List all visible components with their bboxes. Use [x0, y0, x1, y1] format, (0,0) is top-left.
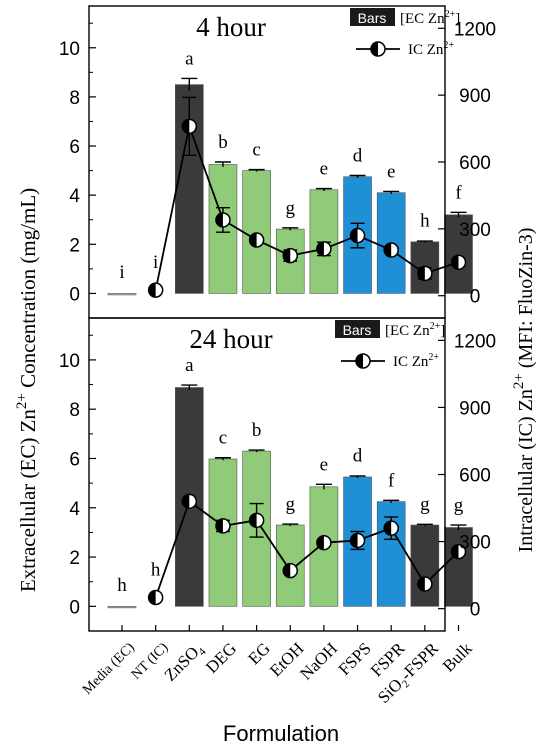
x-tick-label: NaOH — [296, 639, 341, 684]
legend-line-label: IC Zn2+ — [408, 40, 454, 58]
x-tick-label: Media (EC) — [80, 640, 138, 698]
y-left-tick-label: 8 — [69, 88, 80, 109]
panel-title: 4 hour — [196, 12, 266, 42]
significance-letter: c — [252, 139, 260, 160]
x-tick-label: DEG — [202, 639, 240, 677]
y-right-tick-label: 600 — [459, 466, 491, 487]
panel-4h: i a b c g e d e h f i 0 2 4 6 8 10 0 300 600 900 1200 4 hour Ba… — [59, 5, 496, 319]
x-tick-label: FSPS — [335, 639, 375, 679]
ic-data-point-fill — [182, 494, 190, 509]
significance-letter: e — [320, 454, 328, 475]
significance-letter: f — [455, 182, 462, 203]
significance-letter: b — [218, 132, 228, 153]
ic-data-point-fill — [215, 518, 223, 533]
bar — [444, 527, 473, 607]
bar — [444, 214, 473, 294]
legend-bar-label: [EC Zn2+] — [400, 9, 460, 27]
y-right-tick-label: 300 — [459, 533, 491, 554]
significance-letter: g — [286, 198, 296, 219]
ic-data-point-fill — [350, 228, 358, 243]
legend-bar-swatch-label: Bars — [343, 322, 372, 338]
significance-letter: i — [119, 262, 124, 283]
ic-series-line — [154, 123, 459, 291]
y-right-tick-label: 0 — [470, 287, 481, 308]
y-right-tick-label: 0 — [470, 600, 481, 621]
ic-data-point-fill — [417, 266, 425, 281]
significance-letter: h — [151, 559, 161, 580]
y-right-tick-label: 300 — [459, 220, 491, 241]
ic-data-point-fill — [148, 590, 156, 605]
ic-data-point-fill — [451, 544, 459, 559]
significance-letter: i — [153, 252, 158, 273]
x-axis-label: Formulation — [223, 721, 339, 746]
y-left-tick-label: 10 — [59, 351, 80, 372]
legend-line-marker-fill — [356, 354, 363, 368]
y-left-tick-label: 0 — [69, 597, 80, 618]
significance-letter: g — [454, 495, 464, 516]
ic-data-point-fill — [316, 241, 324, 256]
significance-letter: f — [388, 470, 395, 491]
y-left-tick-label: 2 — [69, 235, 80, 256]
legend: Bars [EC Zn2+] IC Zn2+ — [350, 8, 460, 58]
significance-letter: b — [252, 420, 262, 441]
bar — [107, 606, 137, 609]
significance-letter: d — [353, 146, 363, 167]
y-right-tick-label: 1200 — [454, 19, 496, 40]
significance-letter: h — [420, 211, 430, 232]
significance-letter: g — [286, 494, 296, 515]
significance-letter: g — [420, 494, 430, 515]
ic-data-point-fill — [283, 563, 291, 578]
bar — [242, 170, 271, 294]
y-axis-left-label: Extracellular (EC) Zn2+ Concentration (m… — [14, 188, 40, 592]
ic-series-line — [154, 499, 460, 598]
x-tick-label: Bulk — [439, 638, 476, 675]
y-left-tick-label: 8 — [69, 400, 80, 421]
y-left-tick-label: 4 — [69, 499, 80, 520]
ic-data-point-fill — [182, 119, 190, 134]
legend-bar-swatch — [335, 320, 380, 338]
y-left-tick-label: 0 — [69, 284, 80, 305]
significance-letter: a — [185, 355, 194, 376]
ic-data-point-fill — [417, 577, 425, 592]
legend: Bars [EC Zn2+] IC Zn2+ — [335, 320, 445, 370]
ic-data-point-fill — [350, 533, 358, 548]
significance-letter: d — [353, 446, 363, 467]
y-left-tick-label: 10 — [59, 39, 80, 60]
legend-bar-swatch — [350, 8, 395, 26]
ic-data-point-fill — [148, 283, 156, 298]
ic-data-point-fill — [249, 233, 257, 247]
legend-bar-swatch-label: Bars — [358, 10, 387, 26]
ic-data-point-fill — [283, 248, 291, 263]
significance-letter: c — [219, 428, 227, 449]
legend-line-label: IC Zn2+ — [393, 352, 439, 370]
significance-letter: a — [185, 48, 194, 69]
y-right-tick-label: 1200 — [454, 331, 496, 352]
y-axis-right-label: Intracellular (IC) Zn2+ (MFI: FluoZin-3) — [511, 228, 537, 553]
y-left-tick-label: 6 — [69, 449, 80, 470]
bar — [410, 524, 440, 607]
y-right-tick-label: 900 — [459, 86, 491, 107]
ic-data-point-fill — [384, 243, 392, 258]
ic-data-point-fill — [451, 255, 459, 270]
ic-data-point-fill — [249, 513, 257, 528]
ic-data-point-fill — [384, 521, 392, 536]
panel-24h: h a c b g e d f g g h 0 2 4 6 8 10 0 300 600 900 1200 24 hour B… — [59, 317, 496, 632]
significance-letter: h — [117, 575, 127, 596]
panel-title: 24 hour — [189, 324, 272, 354]
y-left-tick-label: 6 — [69, 137, 80, 158]
ic-data-point-fill — [215, 212, 223, 227]
significance-letter: e — [387, 161, 395, 182]
y-right-tick-label: 900 — [459, 398, 491, 419]
ic-data-point-fill — [316, 535, 324, 550]
significance-letter: e — [320, 159, 328, 180]
bar — [107, 293, 137, 296]
legend-bar-label: [EC Zn2+] — [385, 321, 445, 339]
y-left-tick-label: 2 — [69, 548, 80, 569]
y-left-tick-label: 4 — [69, 186, 80, 207]
y-right-tick-label: 600 — [459, 153, 491, 174]
legend-line-marker-fill — [371, 42, 378, 56]
